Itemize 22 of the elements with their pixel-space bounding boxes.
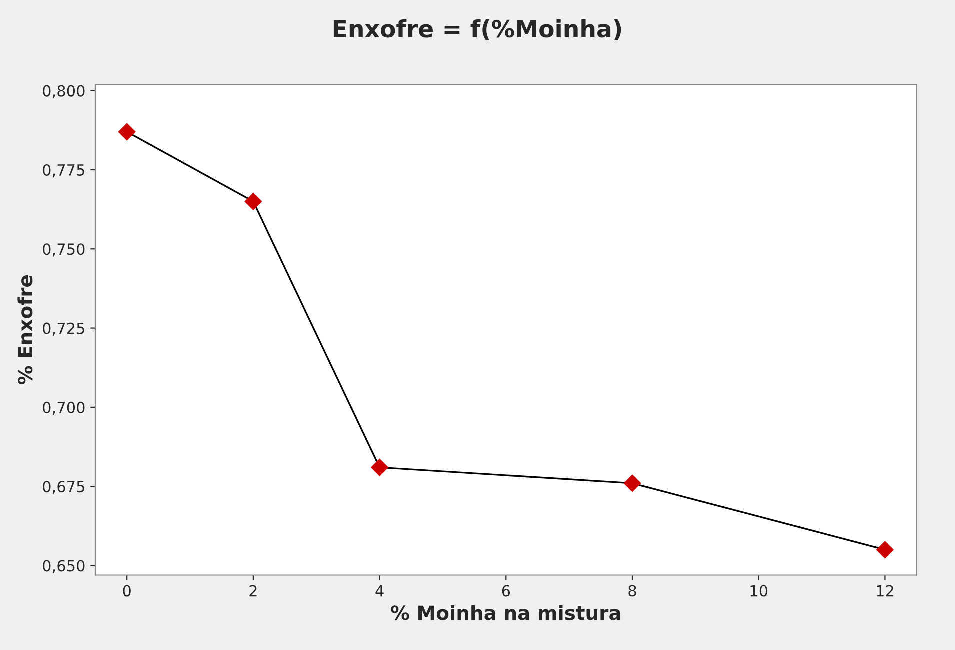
point [876,541,894,559]
y-tick-label: 0,800 [43,85,85,98]
chart-title: Enxofre = f(%Moinha) [334,20,622,41]
point [624,474,642,492]
x-tick-label: 12 [877,585,894,597]
point [244,192,262,210]
x-tick-label: 4 [376,585,384,597]
x-tick-label: 0 [123,585,131,597]
x-tick-label: 2 [250,585,257,597]
y-tick-label: 0,750 [43,244,85,257]
y-tick-label: 0,775 [43,164,84,178]
x-tick-label: 10 [750,585,768,597]
y-tick-label: 0,725 [43,322,84,336]
x-tick-label: 6 [502,585,510,597]
point [371,458,388,476]
y-axis-title: % Enxofre [18,276,33,385]
point [118,123,136,141]
y-tick-label: 0,650 [43,560,85,574]
x-axis-title: % Moinha na mistura [391,605,620,620]
y-tick-label: 0,675 [43,481,84,494]
y-tick-label: 0,700 [43,402,85,416]
x-tick-label: 8 [628,585,636,597]
